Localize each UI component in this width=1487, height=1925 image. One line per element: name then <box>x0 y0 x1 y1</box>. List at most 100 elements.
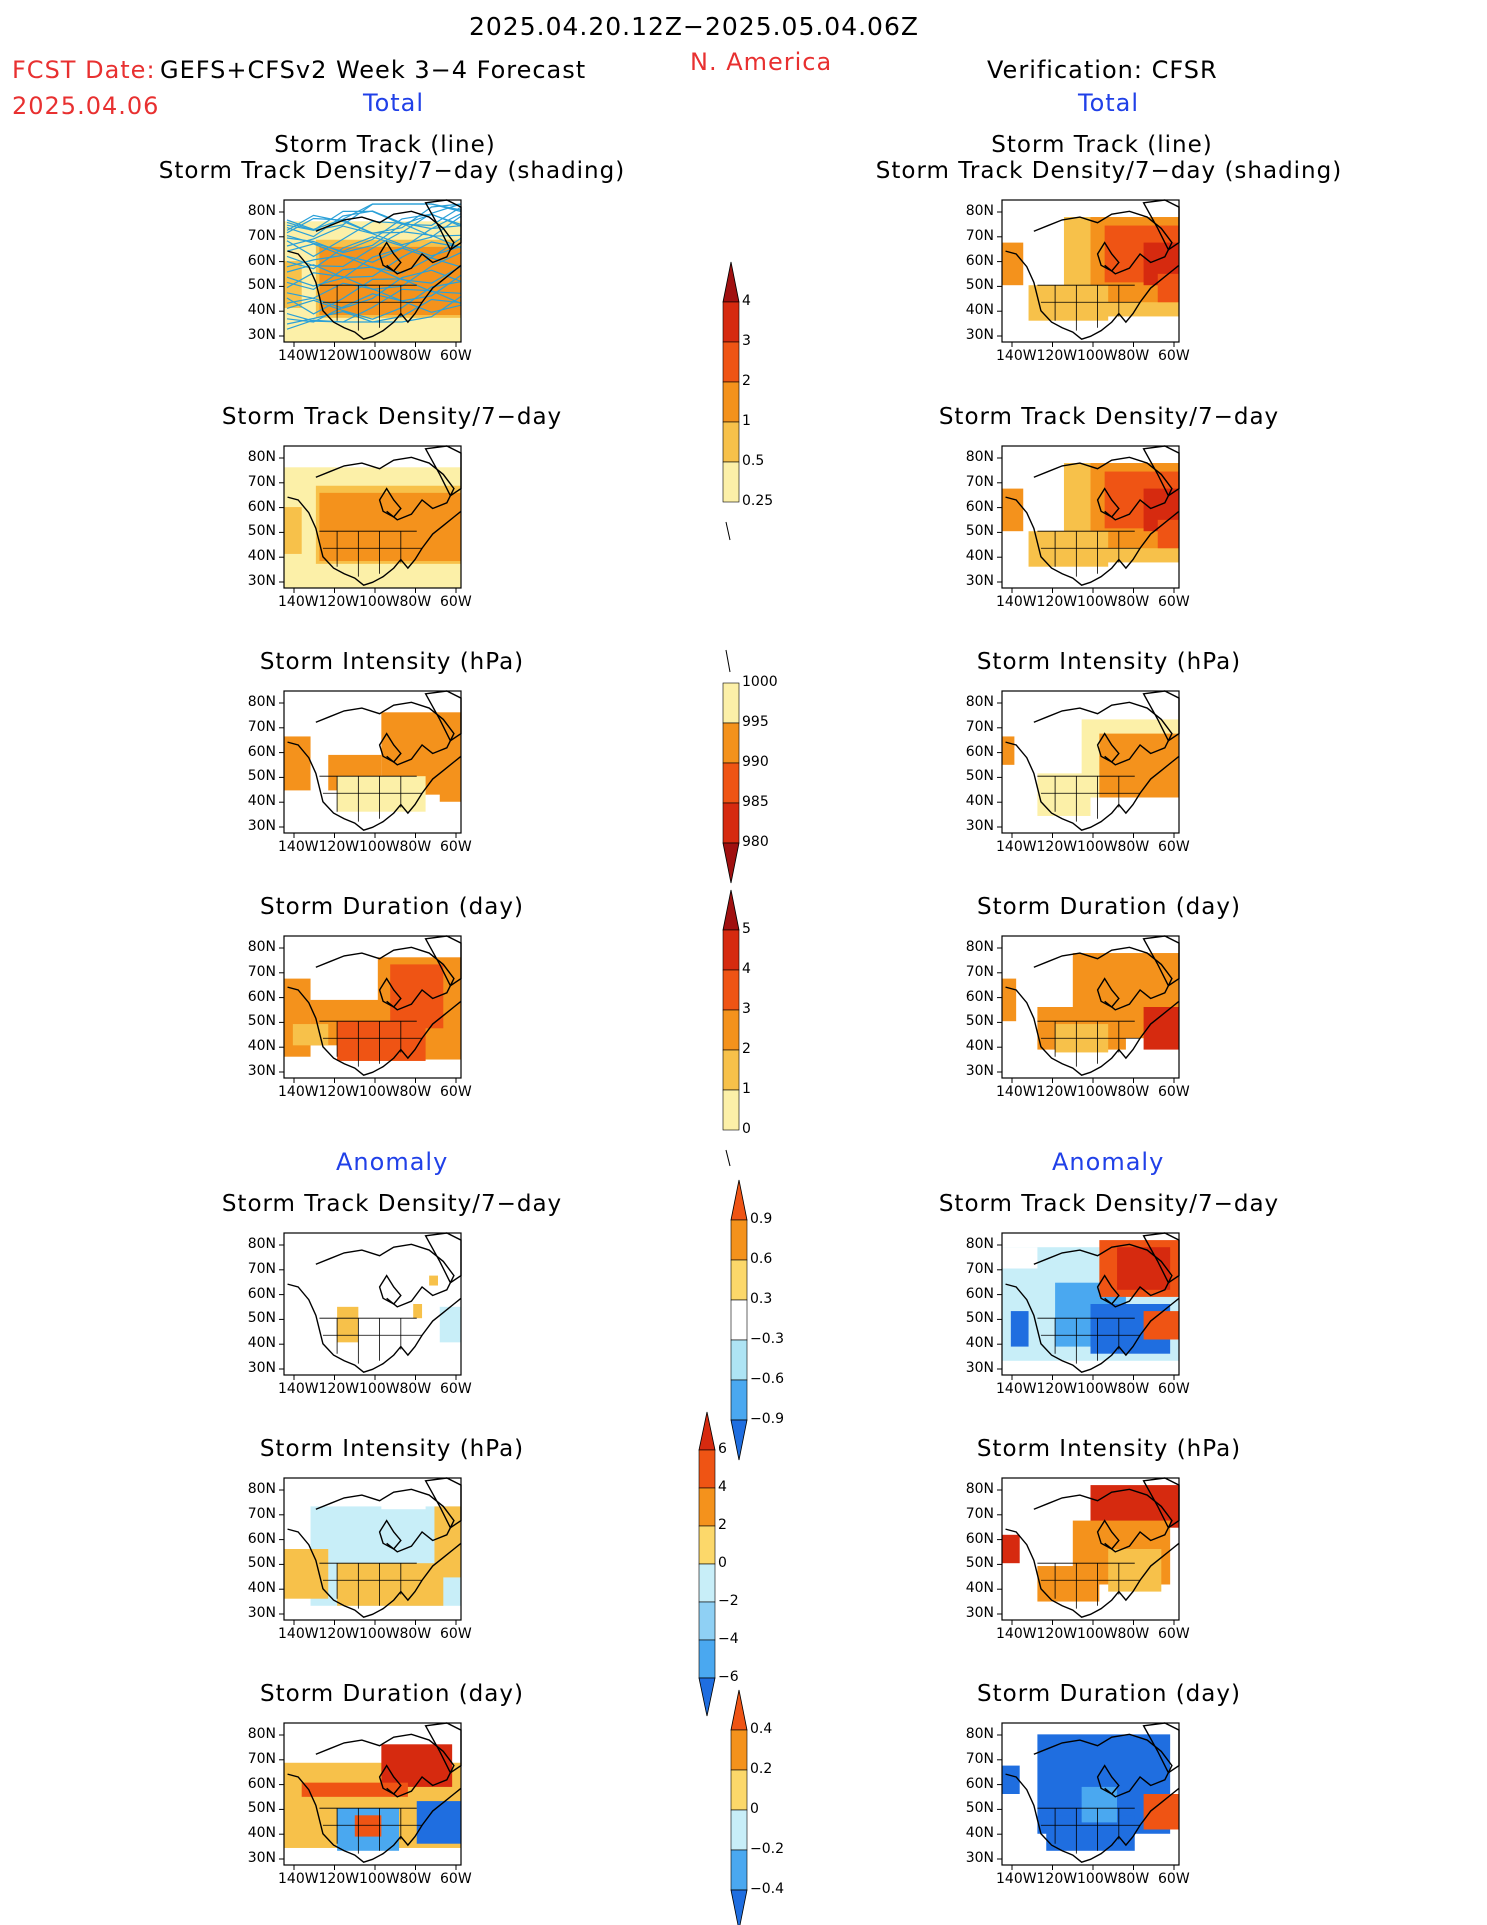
colorbar-tick: 4 <box>718 1479 727 1495</box>
lat-label: 30N <box>965 573 994 589</box>
lon-label: 120W <box>318 1381 360 1397</box>
colorbar-intensity-total <box>722 682 740 884</box>
colorbar-tick: 1000 <box>742 674 778 690</box>
colorbar-tick: 1 <box>742 1081 751 1097</box>
colorbar-duration-total <box>722 889 740 1131</box>
lat-label: 80N <box>247 1726 276 1742</box>
anomaly-label-right: Anomaly <box>1052 1148 1165 1176</box>
state-borders <box>319 1318 422 1363</box>
panel-title-intensity-anom-right: Storm Intensity (hPa) <box>976 1436 1242 1462</box>
lat-label: 60N <box>965 498 994 515</box>
lat-label: 30N <box>965 1063 994 1079</box>
lon-label: 140W <box>996 1084 1037 1100</box>
lat-label: 50N <box>247 1555 276 1572</box>
panel-title-duration-left: Storm Duration (day) <box>260 894 524 920</box>
lat-label: 40N <box>965 1038 994 1055</box>
total-label-right: Total <box>1078 89 1140 117</box>
lat-label: 50N <box>247 1310 276 1327</box>
coastline <box>1006 936 1179 1075</box>
lat-label: 50N <box>965 1310 994 1327</box>
lon-label: 100W <box>359 348 400 364</box>
lon-label: 80W <box>399 594 432 610</box>
fcst-date-label: FCST Date: <box>12 56 156 84</box>
map-panel-r2-right <box>1002 691 1179 833</box>
lat-label: 70N <box>247 718 276 735</box>
colorbar-tick: 2 <box>742 373 751 389</box>
panel-title-intensity-left: Storm Intensity (hPa) <box>259 649 525 675</box>
lat-label: 80N <box>965 1236 994 1252</box>
lat-label: 50N <box>965 1013 994 1030</box>
lon-label: 80W <box>1117 1381 1150 1397</box>
storm-track-lines <box>286 203 462 330</box>
colorbar-tick: 4 <box>742 293 751 309</box>
lat-label: 30N <box>247 1605 276 1621</box>
panel-title-track-line-right: Storm Track (line) <box>991 132 1213 158</box>
lat-label: 60N <box>247 743 276 760</box>
lat-label: 50N <box>247 523 276 540</box>
lon-label: 100W <box>359 1084 400 1100</box>
colorbar-tick: −2 <box>718 1593 739 1609</box>
lon-label: 120W <box>318 1626 360 1642</box>
lon-label: 100W <box>1077 348 1118 364</box>
panel-title-intensity-anom-left: Storm Intensity (hPa) <box>259 1436 525 1462</box>
lat-label: 50N <box>965 1555 994 1572</box>
lon-label: 60W <box>440 1626 472 1642</box>
fcst-date-value: 2025.04.06 <box>12 92 160 120</box>
lat-label: 30N <box>247 1360 276 1376</box>
lon-label: 100W <box>359 1626 400 1642</box>
total-label-left: Total <box>363 89 425 117</box>
lat-label: 70N <box>247 1505 276 1522</box>
lat-label: 60N <box>247 252 276 269</box>
lat-label: 80N <box>247 449 276 465</box>
lon-label: 140W <box>278 594 319 610</box>
colorbar-tick: 980 <box>742 834 769 850</box>
colorbar-tick: 985 <box>742 794 769 810</box>
map-panel-r5-right <box>1002 1478 1179 1620</box>
panel-title-track-shading-left: Storm Track Density/7−day (shading) <box>158 158 626 184</box>
colorbar-tick: 990 <box>742 754 769 770</box>
lon-label: 80W <box>399 1871 432 1887</box>
lat-label: 50N <box>247 1013 276 1030</box>
lon-label: 140W <box>278 1626 319 1642</box>
map-panel-r6-right <box>1002 1723 1179 1865</box>
lon-label: 120W <box>1036 1626 1078 1642</box>
lon-label: 120W <box>1036 1381 1078 1397</box>
lon-label: 80W <box>399 1084 432 1100</box>
lon-label: 140W <box>278 1084 319 1100</box>
lat-label: 70N <box>247 473 276 490</box>
lat-label: 70N <box>247 227 276 244</box>
map-panel-r1-right <box>1002 446 1179 588</box>
lat-label: 80N <box>247 1236 276 1252</box>
lon-label: 60W <box>1158 1381 1190 1397</box>
lon-label: 140W <box>996 1626 1037 1642</box>
lat-label: 80N <box>965 449 994 465</box>
lon-label: 80W <box>1117 1626 1150 1642</box>
lon-label: 140W <box>278 839 319 855</box>
lat-label: 40N <box>247 1038 276 1055</box>
panel-title-duration-anom-left: Storm Duration (day) <box>260 1681 524 1707</box>
state-borders <box>1037 1563 1140 1608</box>
lon-label: 80W <box>1117 1871 1150 1887</box>
lat-label: 40N <box>965 1580 994 1597</box>
state-borders <box>319 1563 422 1608</box>
lat-label: 30N <box>965 327 994 343</box>
lon-label: 60W <box>440 839 472 855</box>
lat-label: 30N <box>965 1850 994 1866</box>
lat-label: 60N <box>247 498 276 515</box>
lat-label: 70N <box>965 1750 994 1767</box>
lat-label: 60N <box>965 1775 994 1792</box>
region-label: N. America <box>690 48 833 76</box>
lat-label: 40N <box>965 793 994 810</box>
lon-label: 100W <box>359 839 400 855</box>
colorbar-tick: 0.6 <box>750 1251 773 1267</box>
map-panel-r3-left <box>284 936 461 1078</box>
map-panel-r6-left <box>284 1723 461 1865</box>
lon-label: 60W <box>1158 1084 1190 1100</box>
state-borders <box>1037 285 1140 330</box>
lon-label: 140W <box>278 1381 319 1397</box>
panel-title-density-anom-left: Storm Track Density/7−day <box>221 1191 563 1217</box>
colorbar-density-anom <box>730 1179 748 1461</box>
lat-label: 80N <box>965 694 994 710</box>
lat-label: 50N <box>965 523 994 540</box>
